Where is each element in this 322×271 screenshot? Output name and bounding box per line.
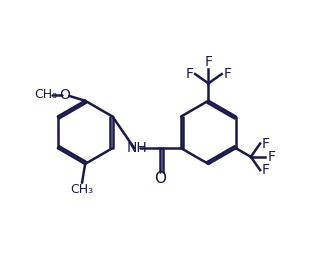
Text: CH₃: CH₃ — [34, 88, 57, 101]
Text: O: O — [59, 88, 70, 102]
Text: O: O — [155, 171, 166, 186]
Text: F: F — [262, 137, 270, 151]
Text: CH₃: CH₃ — [71, 183, 94, 196]
Text: F: F — [268, 150, 276, 164]
Text: F: F — [204, 56, 213, 69]
Text: NH: NH — [127, 140, 148, 154]
Text: F: F — [262, 163, 270, 177]
Text: F: F — [185, 67, 194, 81]
Text: F: F — [223, 67, 232, 81]
